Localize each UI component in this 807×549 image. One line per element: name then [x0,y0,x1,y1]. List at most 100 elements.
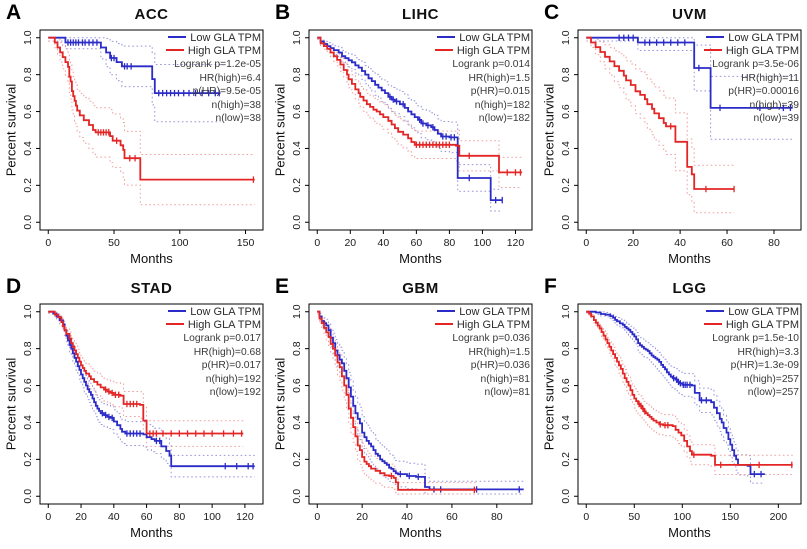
svg-text:150: 150 [722,511,740,523]
svg-text:0.4: 0.4 [22,415,34,430]
legend-item-high: High GLA TPM [434,319,530,332]
panel-gbm: E GBM Percent survival Months 0 20 40 60 80 0… [269,274,538,548]
panel-letter: B [275,1,291,24]
panel-title: GBM [402,280,439,297]
x-axis-label: Months [130,251,173,266]
stat-nhigh: n(high)=257 [743,373,799,385]
svg-text:1.0: 1.0 [291,304,303,319]
svg-text:80: 80 [768,237,780,249]
low-line-swatch [706,310,725,313]
svg-text:60: 60 [141,511,153,523]
stat-phr: p(HR)=0.015 [470,86,530,97]
legend-item-low: Low GLA TPM [704,306,799,319]
svg-text:40: 40 [377,237,389,249]
svg-text:0.2: 0.2 [291,452,303,467]
svg-text:150: 150 [237,237,255,249]
svg-text:0.6: 0.6 [291,104,303,119]
high-line-swatch [703,323,722,326]
panel-acc: A ACC Percent survival Months 0 50 100 150 0… [0,0,269,274]
km-plot: 0 20 40 60 80 0.0 0.2 0.4 0.6 0.8 1.0 [560,29,802,249]
legend-item-high: High GLA TPM [703,319,799,332]
legend: Low GLA TPM High GLA TPM Logrank p=3.5e-… [703,32,799,126]
svg-text:40: 40 [108,511,120,523]
legend-label-high: High GLA TPM [456,319,530,331]
panel-title: STAD [130,280,173,297]
legend: Low GLA TPM High GLA TPM Logrank p=0.036… [434,306,530,400]
svg-text:0.6: 0.6 [291,378,303,393]
panel-letter: F [544,275,557,298]
svg-text:1.0: 1.0 [22,30,34,45]
panel-title: UVM [672,6,707,23]
svg-text:80: 80 [491,511,503,523]
svg-text:100: 100 [474,237,492,249]
legend-label-low: Low GLA TPM [190,32,261,44]
stat-nhigh: n(high)=38 [211,99,261,111]
stat-hr: HR(high)=1.5 [468,346,530,358]
svg-text:40: 40 [401,511,413,523]
svg-text:1.0: 1.0 [560,304,572,319]
svg-text:50: 50 [628,511,640,523]
km-plot: 0 20 40 60 80 0.0 0.2 0.4 0.6 0.8 1.0 [291,303,533,523]
x-axis-label: Months [668,525,711,540]
stat-nlow: n(low)=81 [484,387,530,398]
stat-hr: HR(high)=6.4 [199,72,261,84]
svg-text:60: 60 [446,511,458,523]
stat-phr: p(HR)=1.3e-09 [730,360,799,371]
legend-item-low: Low GLA TPM [435,306,530,319]
svg-text:0.8: 0.8 [22,341,34,356]
svg-text:60: 60 [411,237,423,249]
x-axis-label: Months [130,525,173,540]
stat-hr: HR(high)=3.3 [737,346,799,358]
svg-text:0.6: 0.6 [22,104,34,119]
svg-text:100: 100 [674,511,692,523]
stat-phr: p(HR)=0.00016 [728,86,799,97]
svg-text:200: 200 [770,511,788,523]
panel-letter: D [6,275,22,298]
legend-item-low: Low GLA TPM [704,32,799,45]
legend-item-low: Low GLA TPM [435,32,530,45]
svg-text:0.8: 0.8 [560,67,572,82]
svg-text:0.0: 0.0 [291,489,303,504]
legend: Low GLA TPM High GLA TPM Logrank p=1.5e-… [703,306,799,400]
svg-text:0.2: 0.2 [22,178,34,193]
svg-text:20: 20 [344,237,356,249]
svg-text:0.6: 0.6 [22,378,34,393]
stat-nlow: n(low)=39 [753,113,799,124]
stat-phr: p(HR)=0.036 [470,360,530,371]
svg-text:0.4: 0.4 [560,415,572,430]
svg-text:0.4: 0.4 [291,415,303,430]
stat-phr: p(HR)=9.5e-05 [192,86,261,97]
svg-text:1.0: 1.0 [291,30,303,45]
high-line-swatch [703,49,722,52]
svg-text:100: 100 [203,511,221,523]
legend-item-high: High GLA TPM [703,45,799,58]
legend-label-high: High GLA TPM [187,45,261,57]
stat-nhigh: n(high)=81 [480,373,530,385]
stat-hr: HR(high)=11 [741,72,799,84]
legend-item-high: High GLA TPM [165,319,261,332]
panel-uvm: C UVM Percent survival Months 0 20 40 60 80 0… [538,0,807,274]
svg-text:0.4: 0.4 [22,141,34,156]
low-line-swatch [437,310,456,313]
panel-letter: C [544,1,560,24]
stat-nlow: n(low)=182 [478,113,530,124]
stat-logrank: Logrank p=3.5e-06 [712,59,799,70]
panel-stad: D STAD Percent survival Months 0 20 40 60 80… [0,274,269,548]
stat-nlow: n(low)=38 [215,113,261,124]
svg-text:0.8: 0.8 [22,67,34,82]
svg-text:20: 20 [356,511,368,523]
svg-text:0.2: 0.2 [560,178,572,193]
svg-text:120: 120 [507,237,525,249]
legend: Low GLA TPM High GLA TPM Logrank p=1.2e-… [165,32,261,126]
svg-text:100: 100 [171,237,189,249]
panel-letter: E [275,275,290,298]
svg-text:0.0: 0.0 [22,215,34,230]
svg-text:0.8: 0.8 [291,67,303,82]
km-plot: 0 20 40 60 80 100 120 0.0 0.2 0.4 0.6 0.8 1.0 [22,303,264,523]
legend-label-high: High GLA TPM [725,45,799,57]
panel-title: ACC [134,6,169,23]
svg-text:0.2: 0.2 [291,178,303,193]
svg-text:0.4: 0.4 [291,141,303,156]
svg-text:0.8: 0.8 [560,341,572,356]
svg-text:20: 20 [75,511,87,523]
